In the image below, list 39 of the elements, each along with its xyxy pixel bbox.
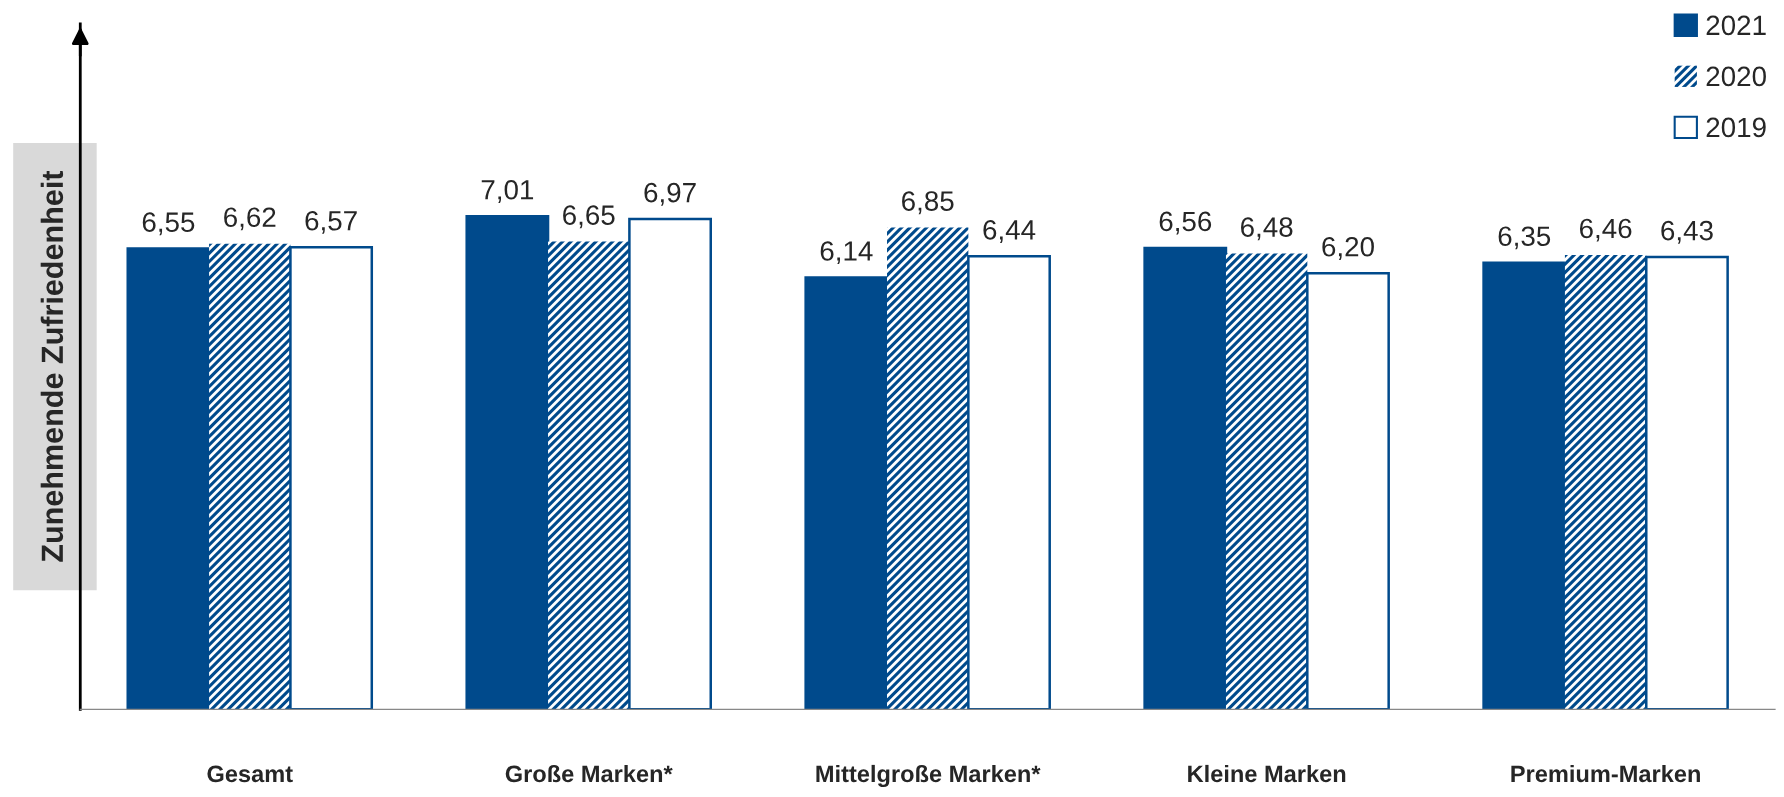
bar [967, 255, 1051, 710]
bar [289, 245, 374, 710]
data-label: 6,62 [224, 207, 276, 231]
x-tick-label: Kleine Marken [1188, 764, 1346, 783]
bar [1143, 246, 1228, 710]
data-label: 6,14 [820, 241, 873, 265]
bar [1306, 271, 1390, 710]
data-label: 6,85 [902, 191, 954, 215]
data-label: 6,56 [1159, 211, 1212, 235]
data-label: 6,48 [1241, 217, 1293, 241]
data-label: 6,55 [142, 212, 195, 236]
data-label: 6,43 [1661, 220, 1713, 244]
bar [126, 247, 211, 710]
bar [887, 227, 969, 710]
bar [209, 243, 291, 710]
x-tick-label: Große Marken* [505, 764, 673, 783]
bar [1645, 255, 1729, 710]
bar [1482, 261, 1567, 710]
bar [1564, 254, 1647, 710]
data-label: 6,97 [644, 182, 696, 206]
legend-label: 2020 [1706, 66, 1766, 87]
bar [804, 276, 889, 710]
data-label: 6,20 [1322, 236, 1374, 260]
data-label: 6,65 [563, 205, 615, 229]
data-label: 7,01 [481, 179, 534, 203]
bar [1225, 253, 1308, 710]
data-label: 6,46 [1579, 218, 1632, 242]
y-axis-title: Zunehmende Zufriedenheit [40, 170, 64, 562]
bar [628, 217, 712, 710]
legend-label: 2021 [1706, 15, 1766, 36]
x-tick-label: Premium-Marken [1511, 764, 1700, 783]
legend-label: 2019 [1706, 117, 1766, 138]
data-label: 6,44 [983, 220, 1036, 243]
x-tick-label: Mittelgroße Marken* [816, 764, 1041, 787]
data-label: 6,35 [1498, 226, 1551, 250]
x-tick-label: Gesamt [207, 765, 293, 783]
bar [465, 214, 550, 710]
bar [548, 241, 630, 710]
data-label: 6,57 [305, 210, 357, 234]
